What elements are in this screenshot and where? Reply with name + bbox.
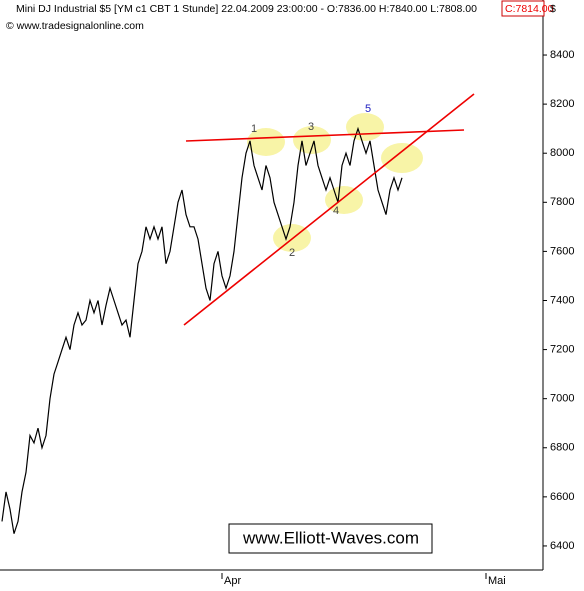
y-tick-label: 7000	[550, 393, 574, 405]
close-box	[501, 0, 545, 17]
subtitle: © www.tradesignalonline.com	[6, 20, 144, 32]
wave-label: 5	[365, 103, 371, 115]
wave-label: 4	[333, 205, 339, 217]
wave-label: 3	[308, 121, 314, 133]
y-tick-label: 8400	[550, 49, 574, 61]
wave-label: 1	[251, 123, 257, 135]
y-tick-label: 7800	[550, 196, 574, 208]
watermark: www.Elliott-Waves.com	[242, 528, 419, 547]
x-tick-label: Mai	[488, 575, 506, 587]
y-tick-label: 7600	[550, 245, 574, 257]
price-line	[1, 126, 403, 534]
trend-line	[185, 129, 465, 142]
y-tick-label: 6600	[550, 491, 574, 503]
y-tick-label: 6800	[550, 442, 574, 454]
y-tick-label: 6400	[550, 540, 574, 552]
x-tick-label: Apr	[224, 575, 241, 587]
y-axis-unit: $	[550, 3, 556, 15]
y-tick-label: 8000	[550, 147, 574, 159]
highlight	[381, 143, 423, 173]
highlight	[346, 113, 384, 141]
watermark-box	[228, 523, 433, 554]
highlight	[247, 128, 285, 156]
y-tick-label: 7400	[550, 294, 574, 306]
highlight	[325, 186, 363, 214]
y-tick-label: 8200	[550, 98, 574, 110]
chart-title: Mini DJ Industrial $5 [YM c1 CBT 1 Stund…	[16, 3, 477, 15]
close-value: C:7814.00	[505, 3, 554, 15]
trend-line	[183, 93, 475, 326]
y-tick-label: 7200	[550, 343, 574, 355]
wave-label: 2	[289, 247, 295, 259]
